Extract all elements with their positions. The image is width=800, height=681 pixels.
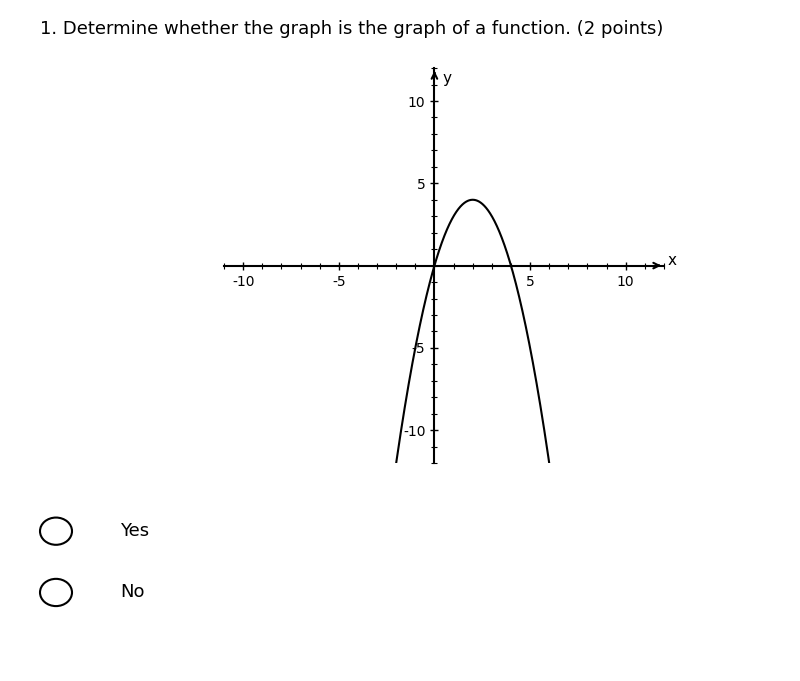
Text: Yes: Yes [120,522,149,540]
Text: No: No [120,584,145,601]
Text: y: y [442,72,451,86]
Text: x: x [668,253,677,268]
Text: 1. Determine whether the graph is the graph of a function. (2 points): 1. Determine whether the graph is the gr… [40,20,663,38]
